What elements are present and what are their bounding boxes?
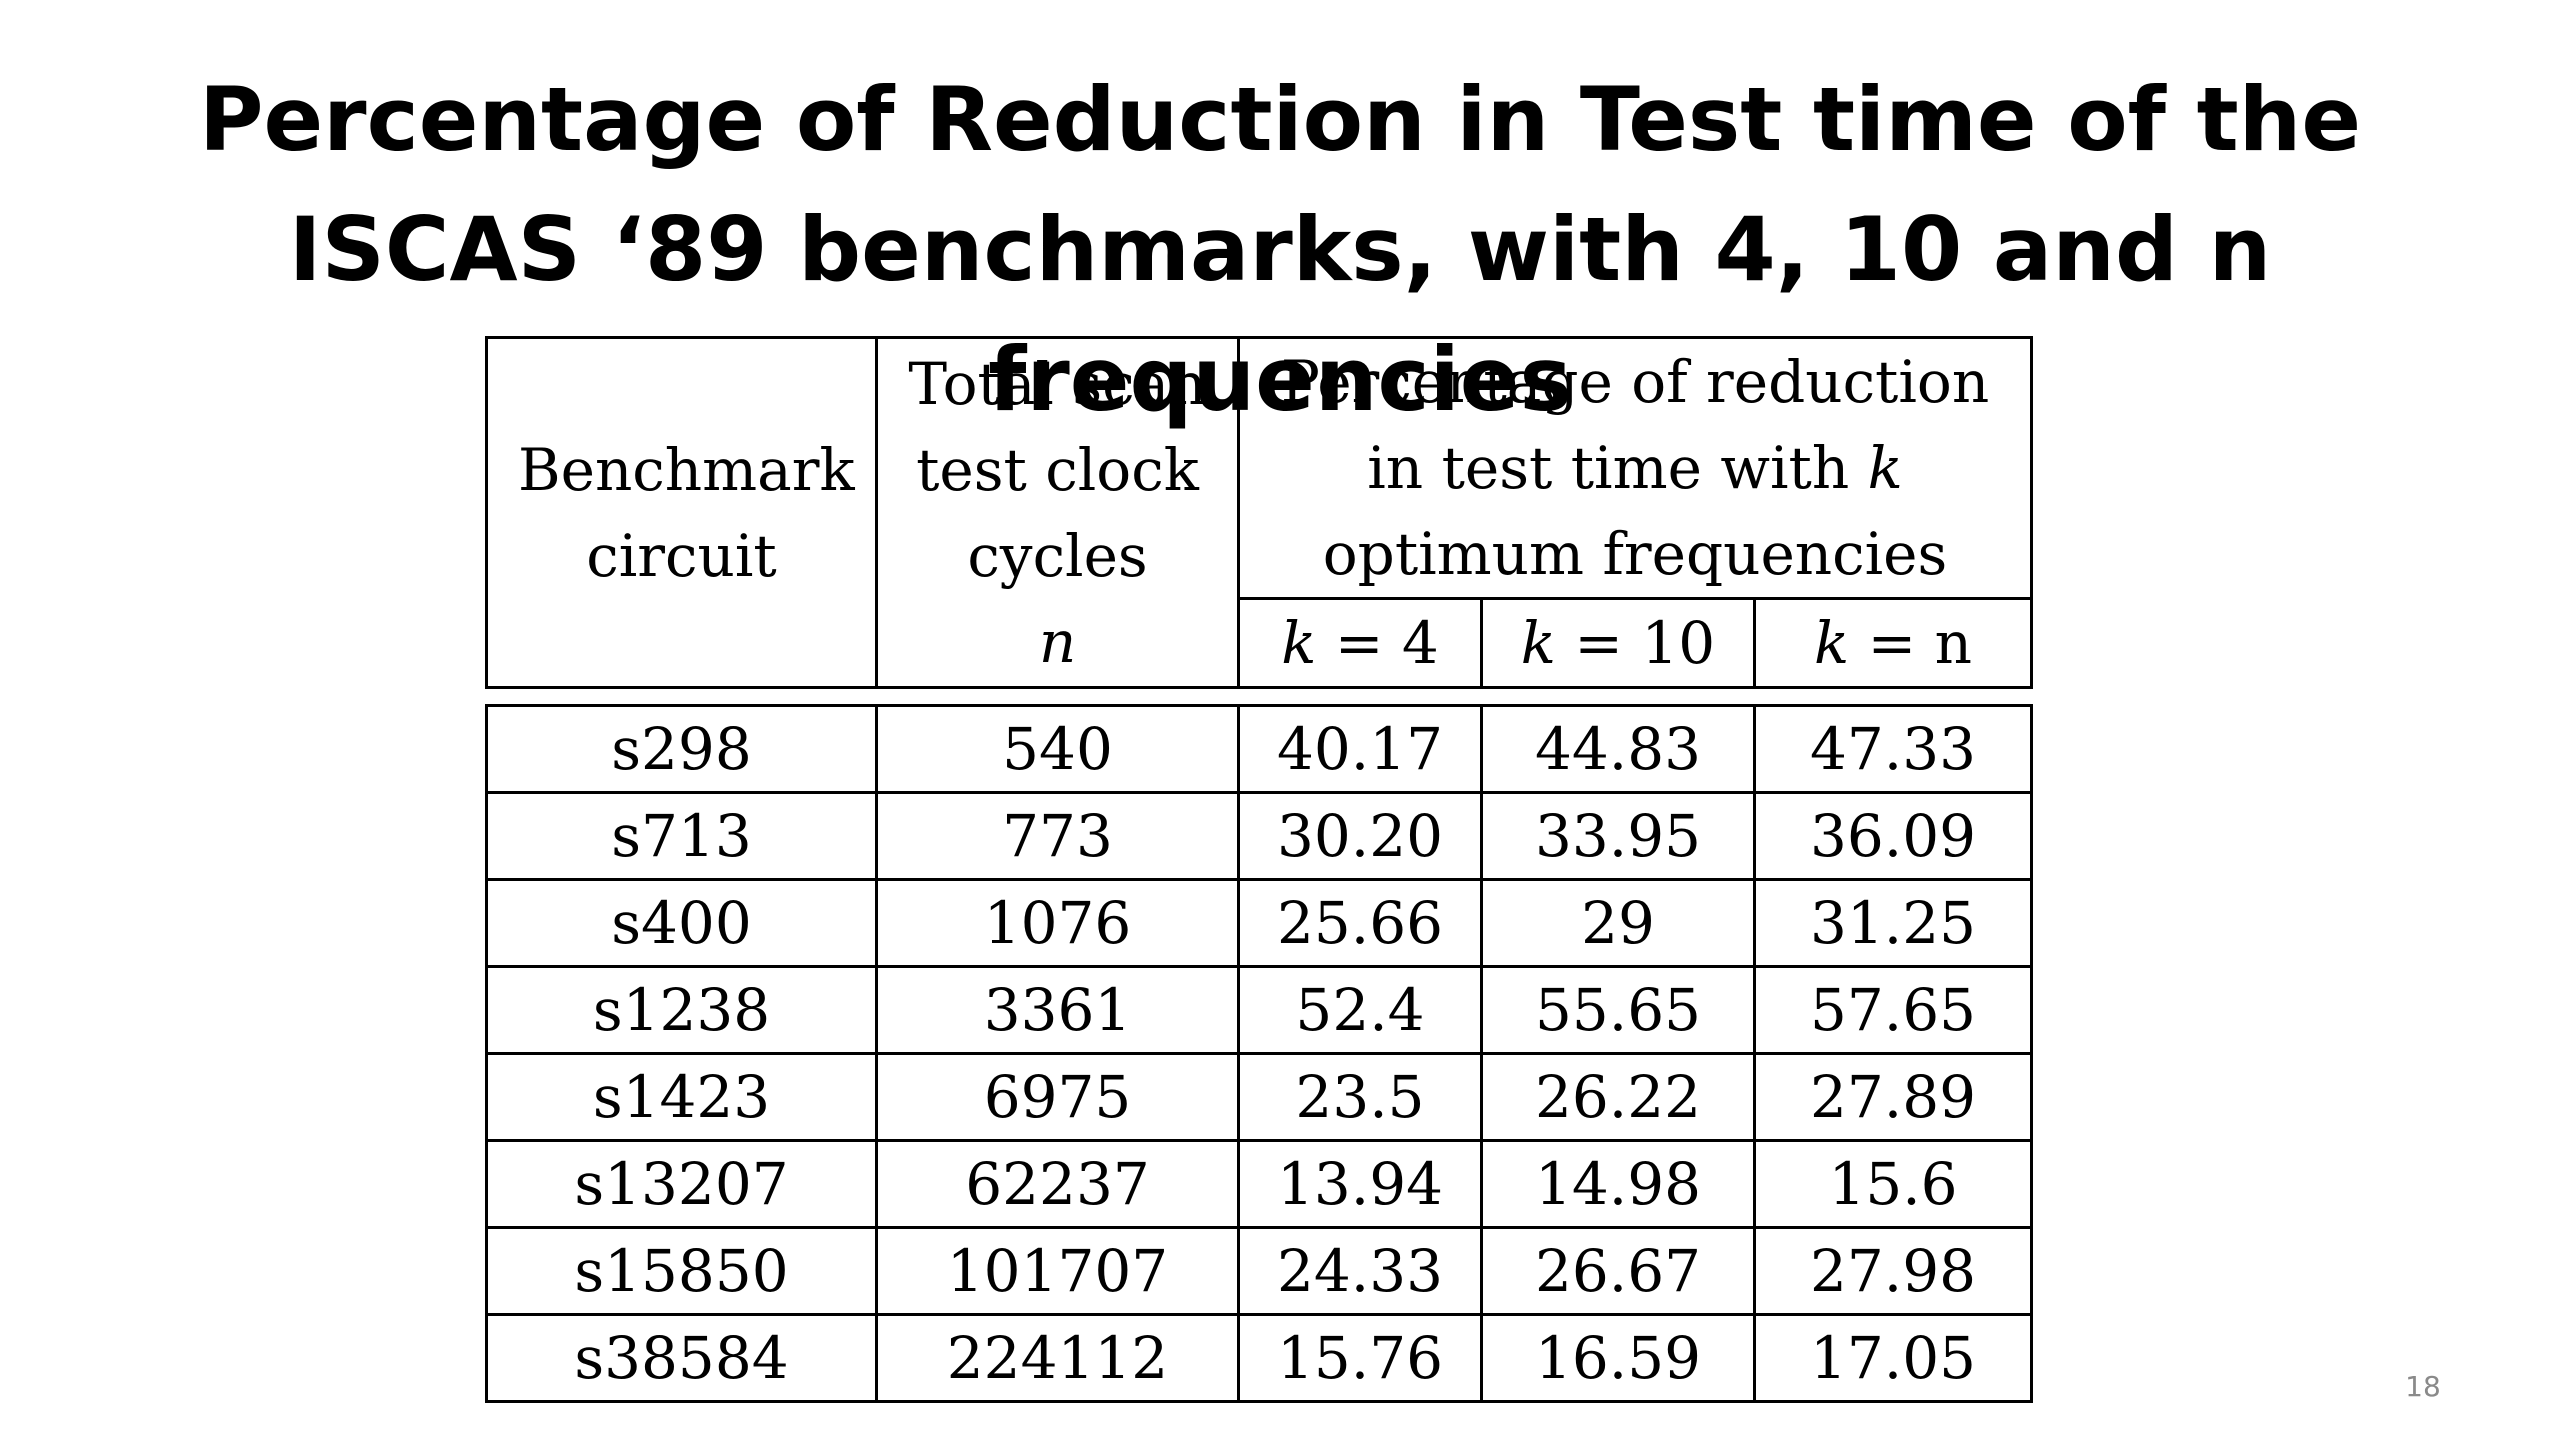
results-table-wrapper: Benchmark circuit Total scan test clock …	[485, 336, 2034, 1403]
table-header: Benchmark circuit Total scan test clock …	[485, 336, 2034, 689]
header-total-scan-cycles: Total scan test clock cycles n	[875, 336, 1240, 689]
table-row: s13207 62237 13.94 14.98 15.6	[485, 1139, 2034, 1229]
header-k-10-var: k	[1520, 609, 1556, 677]
cell-benchmark: s1423	[485, 1052, 878, 1142]
cell-benchmark: s13207	[485, 1139, 878, 1229]
cell-kn: 15.6	[1752, 1139, 2034, 1229]
header-k-10: k = 10	[1480, 597, 1756, 689]
header-reduction-label-post: optimum frequencies	[1322, 520, 1948, 588]
header-benchmark-circuit: Benchmark circuit	[485, 336, 878, 689]
header-k-n-eq: = n	[1849, 609, 1972, 677]
cell-k4: 30.20	[1237, 791, 1483, 881]
table-row: s1423 6975 23.5 26.22 27.89	[485, 1052, 2034, 1142]
cell-k10: 26.22	[1480, 1052, 1756, 1142]
header-variable-k: k	[1867, 434, 1903, 502]
header-k-n-var: k	[1814, 609, 1850, 677]
page-number: 18	[2405, 1370, 2441, 1403]
cell-cycles: 6975	[875, 1052, 1240, 1142]
cell-k4: 15.76	[1237, 1313, 1483, 1403]
cell-k4: 23.5	[1237, 1052, 1483, 1142]
cell-kn: 47.33	[1752, 704, 2034, 794]
table-row: s15850 101707 24.33 26.67 27.98	[485, 1226, 2034, 1316]
cell-kn: 36.09	[1752, 791, 2034, 881]
cell-k10: 33.95	[1480, 791, 1756, 881]
cell-cycles: 62237	[875, 1139, 1240, 1229]
cell-benchmark: s1238	[485, 965, 878, 1055]
cell-k10: 44.83	[1480, 704, 1756, 794]
cell-k4: 25.66	[1237, 878, 1483, 968]
cell-k10: 14.98	[1480, 1139, 1756, 1229]
cell-benchmark: s15850	[485, 1226, 878, 1316]
slide-title-line-1: Percentage of Reduction in Test time of …	[198, 68, 2361, 171]
cell-k10: 16.59	[1480, 1313, 1756, 1403]
results-table: Benchmark circuit Total scan test clock …	[485, 336, 2034, 1403]
slide-title: Percentage of Reduction in Test time of …	[0, 55, 2560, 445]
cell-benchmark: s298	[485, 704, 878, 794]
cell-cycles: 3361	[875, 965, 1240, 1055]
cell-cycles: 773	[875, 791, 1240, 881]
header-total-scan-cycles-label: Total scan test clock cycles	[908, 349, 1207, 590]
cell-benchmark: s38584	[485, 1313, 878, 1403]
cell-k10: 55.65	[1480, 965, 1756, 1055]
header-k-4-var: k	[1281, 609, 1317, 677]
header-k-4: k = 4	[1237, 597, 1483, 689]
header-k-n: k = n	[1752, 597, 2034, 689]
table-body: s298 540 40.17 44.83 47.33 s713 773 30.2…	[485, 704, 2034, 1403]
cell-benchmark: s713	[485, 791, 878, 881]
table-row: s38584 224112 15.76 16.59 17.05	[485, 1313, 2034, 1403]
cell-cycles: 540	[875, 704, 1240, 794]
header-variable-n: n	[1038, 607, 1077, 676]
table-gap-cell	[486, 686, 2032, 707]
table-row: s298 540 40.17 44.83 47.33	[485, 704, 2034, 794]
cell-k10: 26.67	[1480, 1226, 1756, 1316]
cell-cycles: 1076	[875, 878, 1240, 968]
table-row: s1238 3361 52.4 55.65 57.65	[485, 965, 2034, 1055]
cell-kn: 31.25	[1752, 878, 2034, 968]
table-gap	[486, 686, 2032, 707]
header-k-10-eq: = 10	[1555, 609, 1716, 677]
cell-k4: 24.33	[1237, 1226, 1483, 1316]
cell-kn: 17.05	[1752, 1313, 2034, 1403]
header-reduction-label-pre: Percentage of reduction in test time wit…	[1280, 348, 1990, 502]
cell-cycles: 101707	[875, 1226, 1240, 1316]
cell-kn: 57.65	[1752, 965, 2034, 1055]
header-reduction-group: Percentage of reduction in test time wit…	[1236, 336, 2034, 600]
cell-kn: 27.98	[1752, 1226, 2034, 1316]
table-row: s400 1076 25.66 29 31.25	[485, 878, 2034, 968]
header-k-4-eq: = 4	[1316, 609, 1439, 677]
cell-k10: 29	[1480, 878, 1756, 968]
table-row: s713 773 30.20 33.95 36.09	[485, 791, 2034, 881]
cell-benchmark: s400	[485, 878, 878, 968]
cell-kn: 27.89	[1752, 1052, 2034, 1142]
cell-k4: 13.94	[1237, 1139, 1483, 1229]
cell-cycles: 224112	[875, 1313, 1240, 1403]
cell-k4: 52.4	[1237, 965, 1483, 1055]
cell-k4: 40.17	[1237, 704, 1483, 794]
